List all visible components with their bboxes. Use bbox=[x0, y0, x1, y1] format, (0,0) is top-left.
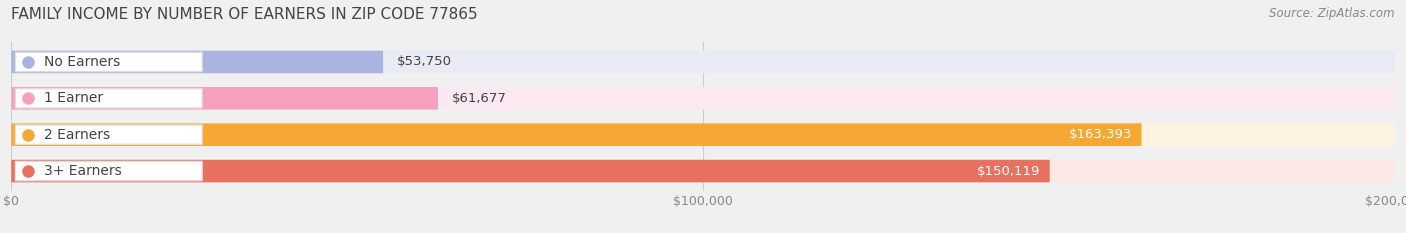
FancyBboxPatch shape bbox=[15, 89, 202, 108]
Text: 1 Earner: 1 Earner bbox=[45, 91, 104, 105]
FancyBboxPatch shape bbox=[11, 160, 1050, 182]
Text: 3+ Earners: 3+ Earners bbox=[45, 164, 122, 178]
Text: FAMILY INCOME BY NUMBER OF EARNERS IN ZIP CODE 77865: FAMILY INCOME BY NUMBER OF EARNERS IN ZI… bbox=[11, 7, 478, 22]
FancyBboxPatch shape bbox=[15, 161, 202, 181]
FancyBboxPatch shape bbox=[11, 160, 1395, 182]
Text: 2 Earners: 2 Earners bbox=[45, 128, 111, 142]
FancyBboxPatch shape bbox=[11, 87, 1395, 110]
FancyBboxPatch shape bbox=[11, 123, 1142, 146]
Text: $53,750: $53,750 bbox=[396, 55, 451, 69]
FancyBboxPatch shape bbox=[11, 87, 437, 110]
FancyBboxPatch shape bbox=[15, 52, 202, 72]
Text: $163,393: $163,393 bbox=[1069, 128, 1132, 141]
Text: Source: ZipAtlas.com: Source: ZipAtlas.com bbox=[1270, 7, 1395, 20]
Text: $61,677: $61,677 bbox=[451, 92, 506, 105]
FancyBboxPatch shape bbox=[11, 123, 1395, 146]
FancyBboxPatch shape bbox=[11, 51, 1395, 73]
Text: No Earners: No Earners bbox=[45, 55, 121, 69]
FancyBboxPatch shape bbox=[15, 125, 202, 144]
Text: $150,119: $150,119 bbox=[977, 164, 1040, 178]
FancyBboxPatch shape bbox=[11, 51, 382, 73]
